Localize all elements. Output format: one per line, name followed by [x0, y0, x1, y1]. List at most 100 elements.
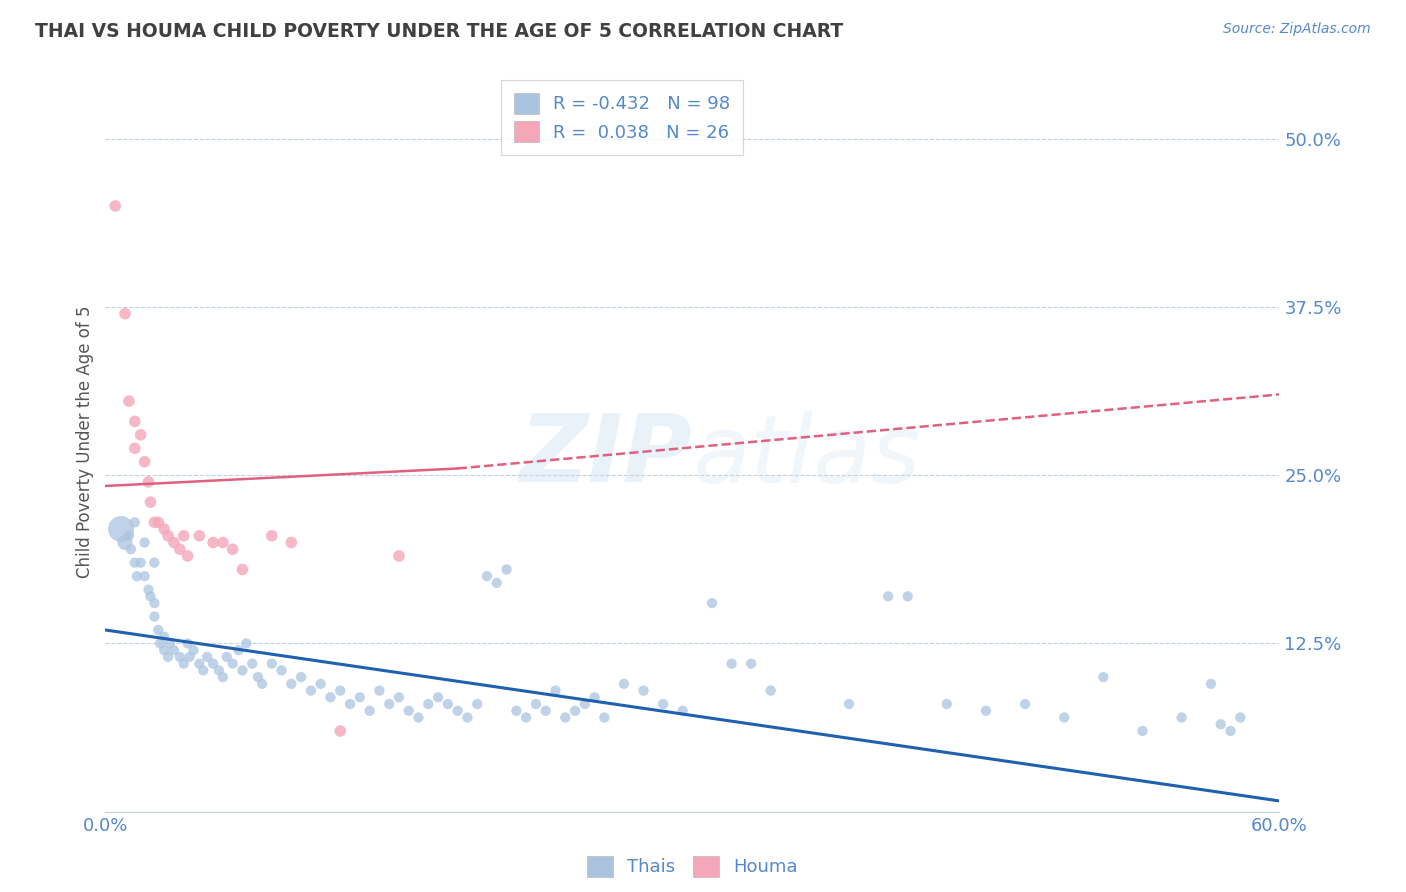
Point [485, 575, 508, 590]
Point [149, 636, 172, 650]
Point [319, 690, 342, 705]
Point [250, 677, 273, 691]
Point [211, 535, 233, 549]
Point [378, 697, 401, 711]
Point [143, 516, 166, 530]
Point [124, 516, 146, 530]
Point [163, 535, 186, 549]
Point [163, 643, 186, 657]
Text: THAI VS HOUMA CHILD POVERTY UNDER THE AGE OF 5 CORRELATION CHART: THAI VS HOUMA CHILD POVERTY UNDER THE AG… [35, 22, 844, 41]
Point [593, 710, 616, 724]
Point [159, 636, 181, 650]
Point [124, 556, 146, 570]
Point [124, 414, 146, 428]
Point [188, 529, 211, 543]
Point [544, 683, 567, 698]
Point [427, 690, 450, 705]
Point [114, 535, 136, 549]
Point [309, 677, 332, 691]
Text: ZIP: ZIP [520, 410, 692, 502]
Point [118, 529, 141, 543]
Point [877, 590, 900, 604]
Point [554, 710, 576, 724]
Point [231, 562, 253, 576]
Point [1014, 697, 1036, 711]
Point [120, 542, 142, 557]
Point [148, 516, 170, 530]
Point [408, 710, 430, 724]
Point [495, 562, 517, 576]
Point [280, 535, 302, 549]
Point [176, 636, 198, 650]
Point [125, 569, 148, 583]
Point [574, 697, 596, 711]
Point [583, 690, 606, 705]
Point [148, 623, 170, 637]
Point [134, 569, 156, 583]
Point [157, 529, 180, 543]
Point [437, 697, 460, 711]
Point [169, 649, 191, 664]
Point [329, 683, 352, 698]
Point [270, 664, 292, 678]
Point [195, 649, 218, 664]
Point [208, 664, 231, 678]
Point [153, 643, 176, 657]
Point [139, 495, 162, 509]
Point [118, 394, 141, 409]
Point [897, 590, 920, 604]
Point [740, 657, 762, 671]
Point [515, 710, 537, 724]
Point [446, 704, 468, 718]
Point [368, 683, 391, 698]
Point [124, 442, 146, 456]
Point [280, 677, 302, 691]
Point [1092, 670, 1115, 684]
Point [388, 549, 411, 563]
Point [221, 542, 243, 557]
Point [143, 556, 166, 570]
Point [388, 690, 411, 705]
Point [652, 697, 675, 711]
Point [1053, 710, 1076, 724]
Point [188, 657, 211, 671]
Text: Source: ZipAtlas.com: Source: ZipAtlas.com [1223, 22, 1371, 37]
Point [240, 657, 263, 671]
Point [633, 683, 655, 698]
Point [173, 529, 195, 543]
Point [564, 704, 586, 718]
Point [456, 710, 478, 724]
Point [129, 427, 152, 442]
Point [613, 677, 636, 691]
Point [759, 683, 782, 698]
Point [398, 704, 420, 718]
Point [169, 542, 191, 557]
Point [110, 522, 132, 536]
Point [211, 670, 233, 684]
Point [260, 657, 283, 671]
Point [1199, 677, 1222, 691]
Point [235, 636, 257, 650]
Point [720, 657, 742, 671]
Point [534, 704, 557, 718]
Point [339, 697, 361, 711]
Point [247, 670, 270, 684]
Point [465, 697, 488, 711]
Point [672, 704, 695, 718]
Point [183, 643, 205, 657]
Point [173, 657, 195, 671]
Point [231, 664, 253, 678]
Point [221, 657, 243, 671]
Point [700, 596, 723, 610]
Point [138, 475, 160, 489]
Point [153, 630, 176, 644]
Point [134, 455, 156, 469]
Point [138, 582, 160, 597]
Point [1132, 723, 1154, 738]
Point [179, 649, 201, 664]
Point [215, 649, 238, 664]
Point [153, 522, 176, 536]
Point [139, 590, 162, 604]
Point [935, 697, 957, 711]
Point [475, 569, 498, 583]
